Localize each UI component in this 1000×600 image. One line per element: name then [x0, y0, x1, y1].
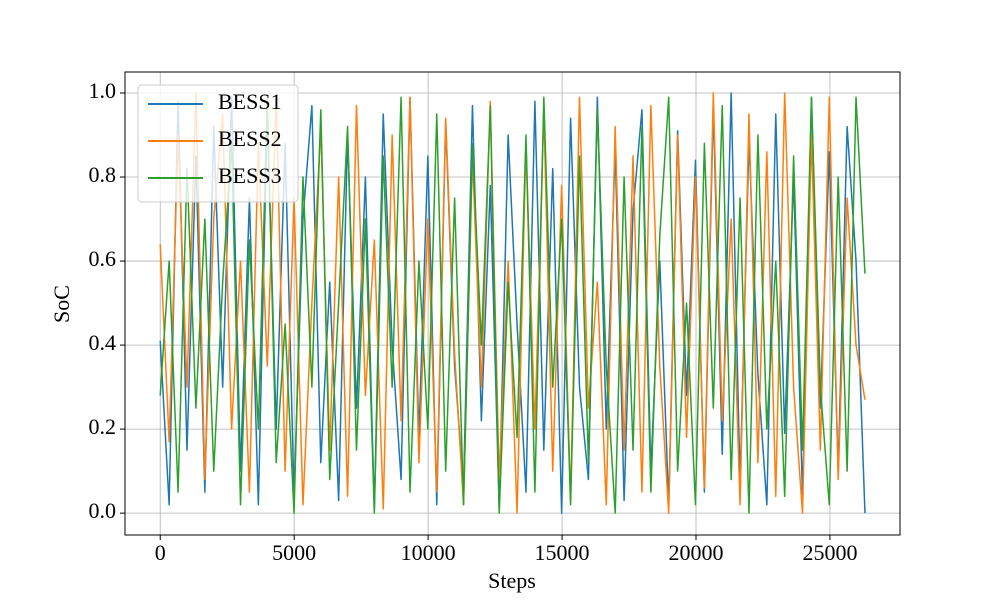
x-tick-label: 20000	[669, 540, 724, 565]
series-line	[159, 96, 866, 514]
y-tick-label: 0.0	[89, 498, 117, 523]
plot-frame	[124, 71, 901, 536]
x-tick-label: 5000	[272, 540, 316, 565]
x-tick-label: 25000	[802, 540, 857, 565]
y-axis-label: SoC	[49, 285, 74, 323]
x-tick-label: 15000	[535, 540, 590, 565]
y-tick-label: 1.0	[89, 78, 117, 103]
y-tick-label: 0.2	[89, 414, 117, 439]
legend-label: BESS1	[218, 89, 282, 114]
y-tick-label: 0.8	[89, 162, 117, 187]
x-axis-label: Steps	[488, 568, 536, 593]
x-tick-label: 10000	[401, 540, 456, 565]
legend-box	[137, 84, 299, 203]
legend-label: BESS3	[218, 163, 282, 188]
x-tick-label: 0	[155, 540, 166, 565]
legend-label: BESS2	[218, 126, 282, 151]
y-tick-label: 0.4	[89, 330, 117, 355]
y-tick-label: 0.6	[89, 246, 117, 271]
